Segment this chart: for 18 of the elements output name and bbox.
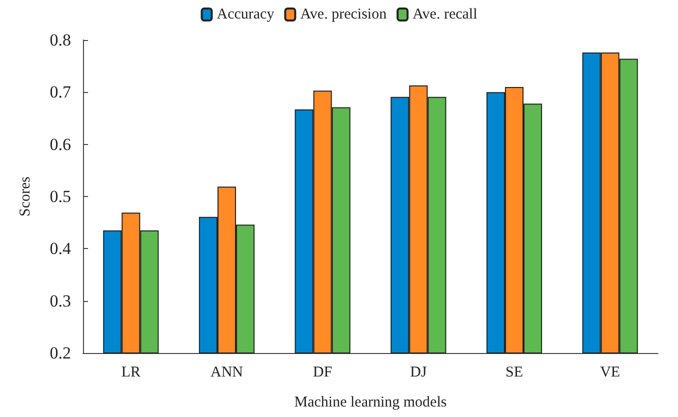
x-tick-label: ANN xyxy=(210,364,244,380)
y-tick-label: 0.3 xyxy=(50,291,71,310)
legend-label: Accuracy xyxy=(216,6,275,22)
legend-label: Ave. recall xyxy=(412,6,478,22)
x-tick-label: DJ xyxy=(410,364,427,380)
x-tick-label: VE xyxy=(600,364,620,380)
x-tick-label: DF xyxy=(312,364,332,380)
y-tick-label: 0.8 xyxy=(50,30,71,50)
x-axis-title: Machine learning models xyxy=(294,394,447,410)
y-tick-label: 0.6 xyxy=(50,134,71,154)
x-tick-label: SE xyxy=(505,364,524,380)
x-tick-label: LR xyxy=(121,364,141,380)
y-tick-label: 0.5 xyxy=(50,187,71,206)
y-tick-label: 0.2 xyxy=(50,344,71,362)
y-tick-label: 0.4 xyxy=(50,239,72,258)
y-tick-label: 0.7 xyxy=(50,82,72,102)
y-axis-title: Scores xyxy=(18,176,34,216)
legend-label: Ave. precision xyxy=(300,6,388,22)
